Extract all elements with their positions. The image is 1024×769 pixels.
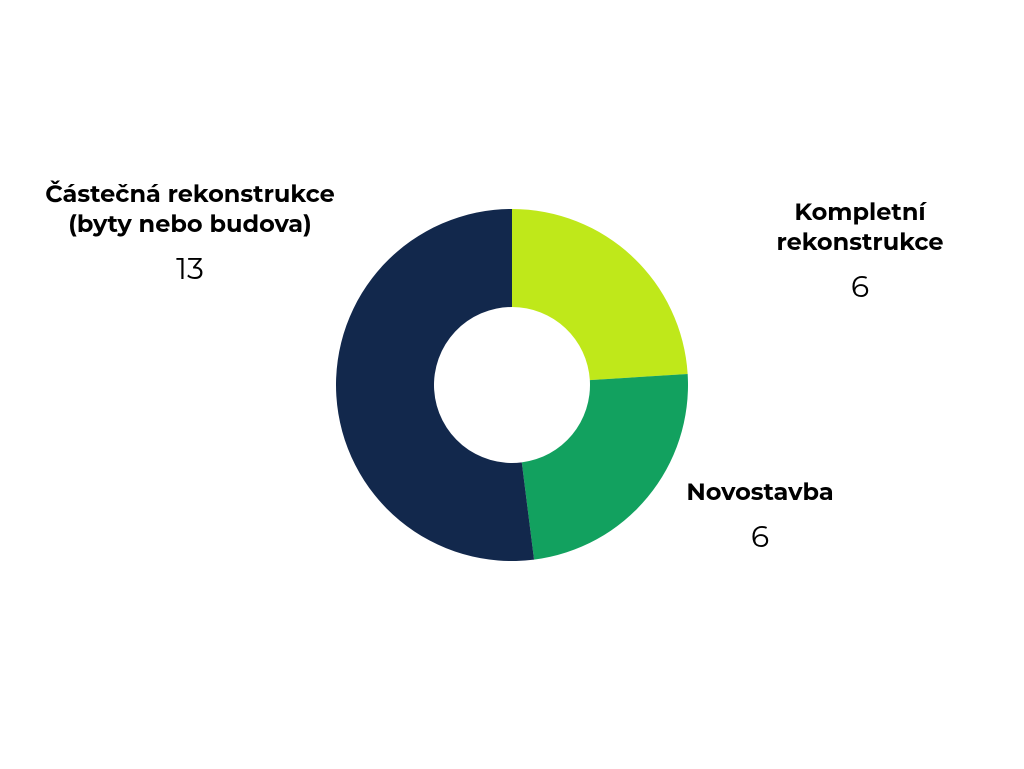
donut-svg: [336, 209, 688, 561]
slice-value: 6: [710, 268, 1010, 305]
donut-slice-castecna: [336, 209, 534, 561]
slice-title: Částečná rekonstrukce(byty nebo budova): [40, 180, 340, 240]
slice-label-castecna: Částečná rekonstrukce(byty nebo budova) …: [40, 180, 340, 287]
slice-label-novostavba: Novostavba 6: [660, 478, 860, 555]
slice-label-kompletni: Kompletní rekonstrukce 6: [710, 198, 1010, 305]
donut-slice-kompletni: [512, 209, 688, 380]
slice-value: 6: [660, 518, 860, 555]
slice-value: 13: [40, 250, 340, 287]
slice-title: Kompletní rekonstrukce: [710, 198, 1010, 258]
donut-chart: Kompletní rekonstrukce 6 Novostavba 6 Čá…: [0, 0, 1024, 769]
slice-title: Novostavba: [660, 478, 860, 508]
